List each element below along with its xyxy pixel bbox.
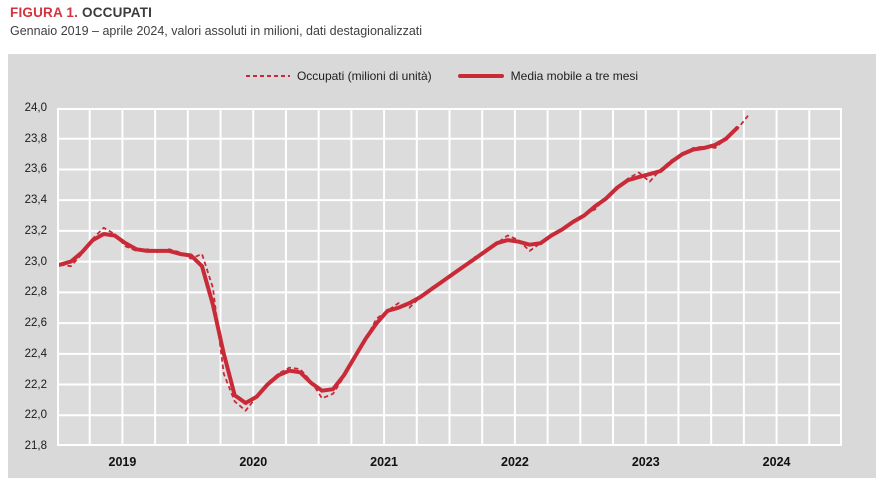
chart-legend: Occupati (milioni di unità) Media mobile…	[8, 67, 876, 85]
figure-title: OCCUPATI	[82, 5, 153, 20]
figure-subtitle: Gennaio 2019 – aprile 2024, valori assol…	[10, 24, 423, 38]
x-tick-label: 2020	[239, 455, 268, 469]
x-tick-label: 2023	[631, 455, 660, 469]
legend-label-occupati: Occupati (milioni di unità)	[296, 69, 432, 83]
y-tick-label: 22,2	[24, 378, 47, 391]
y-tick-label: 22,8	[24, 286, 47, 299]
y-tick-label: 23,4	[24, 194, 47, 207]
x-tick-label: 2019	[108, 455, 137, 469]
y-tick-label: 23,8	[24, 132, 47, 145]
dashed-line-swatch-icon	[245, 75, 290, 77]
chart-plot-area	[57, 108, 842, 446]
y-tick-label: 23,0	[24, 255, 47, 268]
chart-container: Occupati (milioni di unità) Media mobile…	[8, 54, 876, 478]
figure-label: FIGURA 1.	[10, 5, 79, 20]
x-tick-label: 2024	[762, 455, 791, 469]
x-tick-label: 2021	[370, 455, 398, 469]
x-tick-label: 2022	[501, 455, 529, 469]
y-tick-label: 22,6	[24, 317, 47, 330]
y-tick-label: 22,4	[24, 347, 47, 360]
legend-item-occupati: Occupati (milioni di unità)	[245, 69, 432, 83]
y-tick-label: 23,6	[24, 163, 47, 176]
y-tick-label: 21,8	[24, 440, 47, 452]
y-tick-label: 23,2	[24, 224, 47, 237]
y-tick-label: 24,0	[24, 102, 47, 114]
figure-heading: FIGURA 1. OCCUPATI	[10, 5, 152, 20]
y-tick-label: 22,0	[24, 409, 47, 422]
solid-line-swatch-icon	[457, 74, 504, 78]
legend-item-media-mobile: Media mobile a tre mesi	[457, 69, 639, 83]
legend-label-media-mobile: Media mobile a tre mesi	[510, 69, 639, 83]
